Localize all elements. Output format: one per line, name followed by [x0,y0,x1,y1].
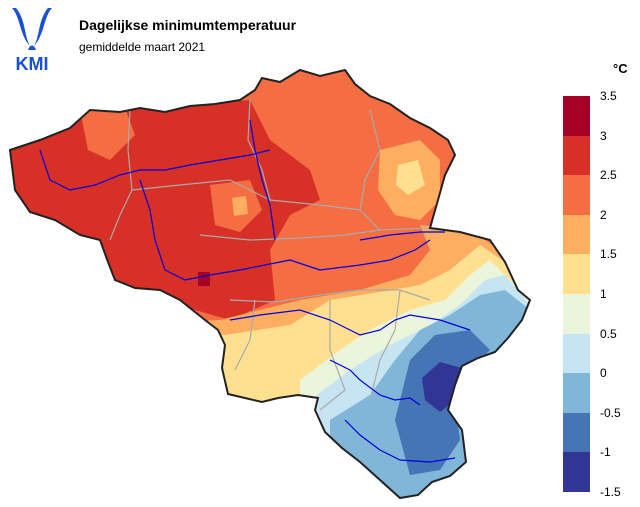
province-borders [109,99,431,411]
legend-tick-label: 1.5 [600,247,617,262]
legend-swatch [563,214,590,255]
country-border [8,68,532,500]
legend-tick-label: 1 [600,287,607,301]
legend-swatch [563,254,590,294]
legend-swatch [563,96,590,136]
legend-swatch [563,333,590,374]
legend-colorbar [563,96,590,492]
legend-tick-label: 3 [600,128,607,143]
legend-swatch [563,373,590,413]
map-title: Dagelijkse minimumtemperatuur [79,17,297,33]
kmi-logo: KMI [12,8,52,72]
legend-tick-label: 3.5 [600,89,617,103]
legend-swatch [563,293,590,334]
map-subtitle: gemiddelde maart 2021 [79,40,206,54]
legend-swatch [563,452,590,492]
logo-text: KMI [16,54,49,72]
legend-tick-label: -1 [600,445,611,460]
rivers [39,119,471,463]
legend-unit: °C [613,61,628,76]
legend-tick-label: 2 [600,207,607,222]
legend-swatch [563,412,590,453]
legend-tick-label: 0 [600,366,607,381]
legend-tick-label: -0.5 [600,405,621,420]
legend-tick-label: 0.5 [600,326,617,341]
legend-tick-label: -1.5 [600,485,621,499]
legend-swatch [563,175,590,215]
legend-swatch [563,135,590,176]
legend-tick-label: 2.5 [600,168,617,183]
temperature-map [8,68,532,500]
